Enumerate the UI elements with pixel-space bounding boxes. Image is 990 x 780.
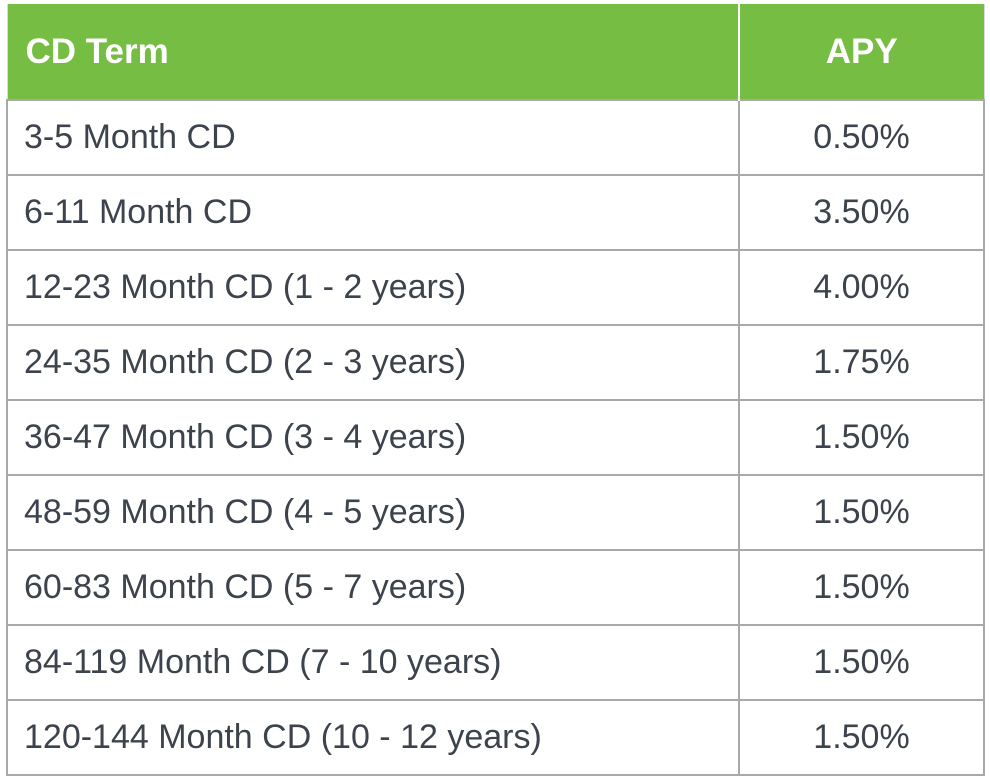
- apy-cell: 4.00%: [738, 249, 985, 326]
- cd-rates-table: CD Term APY 3-5 Month CD 0.50% 6-11 Mont…: [6, 4, 985, 776]
- table-row: 60-83 Month CD (5 - 7 years) 1.50%: [6, 549, 985, 626]
- cd-term-cell: 6-11 Month CD: [6, 174, 740, 251]
- table-row: 36-47 Month CD (3 - 4 years) 1.50%: [6, 399, 985, 476]
- table-row: 48-59 Month CD (4 - 5 years) 1.50%: [6, 474, 985, 551]
- cd-term-cell: 12-23 Month CD (1 - 2 years): [6, 249, 740, 326]
- apy-cell: 1.50%: [738, 549, 985, 626]
- apy-cell: 1.50%: [738, 699, 985, 776]
- table-row: 120-144 Month CD (10 - 12 years) 1.50%: [6, 699, 985, 776]
- table-row: 3-5 Month CD 0.50%: [6, 99, 985, 176]
- table-row: 84-119 Month CD (7 - 10 years) 1.50%: [6, 624, 985, 701]
- cd-term-cell: 36-47 Month CD (3 - 4 years): [6, 399, 740, 476]
- cd-term-cell: 48-59 Month CD (4 - 5 years): [6, 474, 740, 551]
- apy-cell: 1.50%: [738, 474, 985, 551]
- cd-term-cell: 60-83 Month CD (5 - 7 years): [6, 549, 740, 626]
- cd-term-cell: 24-35 Month CD (2 - 3 years): [6, 324, 740, 401]
- cd-term-cell: 84-119 Month CD (7 - 10 years): [6, 624, 740, 701]
- cd-rates-table-container: CD Term APY 3-5 Month CD 0.50% 6-11 Mont…: [6, 4, 985, 776]
- apy-cell: 1.75%: [738, 324, 985, 401]
- apy-cell: 0.50%: [738, 99, 985, 176]
- column-header-cd-term: CD Term: [6, 4, 740, 100]
- column-header-apy: APY: [738, 4, 985, 100]
- cd-term-cell: 3-5 Month CD: [6, 99, 740, 176]
- cd-term-cell: 120-144 Month CD (10 - 12 years): [6, 699, 740, 776]
- apy-cell: 3.50%: [738, 174, 985, 251]
- table-row: 24-35 Month CD (2 - 3 years) 1.75%: [6, 324, 985, 401]
- table-header-row: CD Term APY: [6, 4, 985, 100]
- apy-cell: 1.50%: [738, 399, 985, 476]
- table-row: 12-23 Month CD (1 - 2 years) 4.00%: [6, 249, 985, 326]
- table-row: 6-11 Month CD 3.50%: [6, 174, 985, 251]
- apy-cell: 1.50%: [738, 624, 985, 701]
